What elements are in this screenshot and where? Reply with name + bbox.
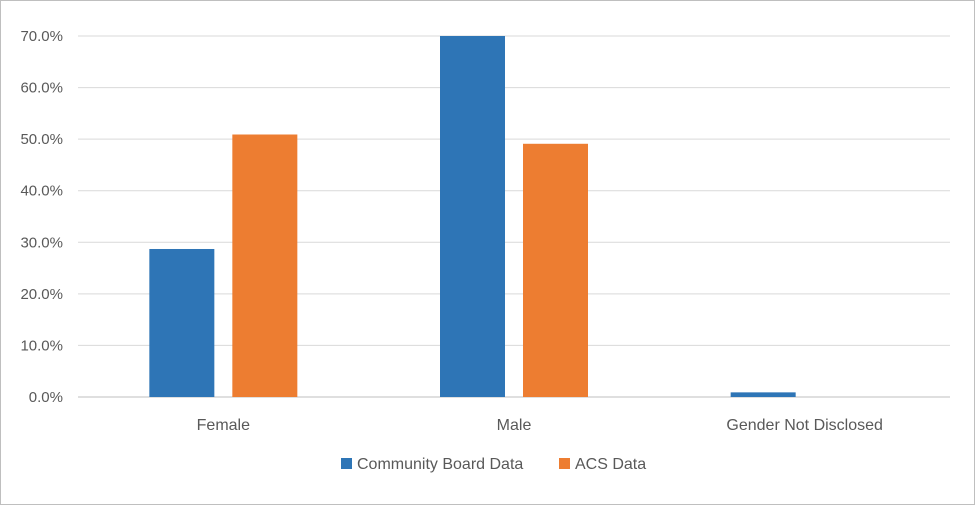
y-tick-label: 50.0% bbox=[20, 131, 63, 148]
legend-label: Community Board Data bbox=[357, 456, 523, 473]
gridlines bbox=[78, 35, 950, 398]
y-tick-label: 70.0% bbox=[20, 28, 63, 45]
y-tick-label: 10.0% bbox=[20, 337, 63, 354]
bar-community-board-female bbox=[149, 248, 215, 397]
x-category-label: Male bbox=[497, 417, 532, 434]
bar-community-board-male bbox=[440, 36, 505, 397]
x-axis-category-labels: Female Male Gender Not Disclosed bbox=[197, 417, 883, 434]
legend: Community Board Data ACS Data bbox=[341, 456, 646, 473]
legend-label: ACS Data bbox=[575, 456, 646, 473]
bar-acs-female bbox=[232, 134, 298, 397]
y-tick-label: 30.0% bbox=[20, 234, 63, 251]
x-category-label: Female bbox=[197, 417, 250, 434]
legend-swatch bbox=[559, 458, 570, 469]
y-tick-label: 60.0% bbox=[20, 80, 63, 97]
x-category-label: Gender Not Disclosed bbox=[726, 417, 883, 434]
y-axis-tick-labels: 0.0% 10.0% 20.0% 30.0% 40.0% 50.0% 60.0% 70.0% bbox=[20, 28, 63, 406]
y-tick-label: 40.0% bbox=[20, 183, 63, 200]
y-tick-label: 0.0% bbox=[29, 389, 63, 406]
bar-acs-male bbox=[523, 143, 588, 397]
y-tick-label: 20.0% bbox=[20, 286, 63, 303]
legend-swatch bbox=[341, 458, 352, 469]
bars bbox=[149, 36, 796, 397]
bar-community-board-gender-not-disclosed bbox=[730, 392, 796, 397]
